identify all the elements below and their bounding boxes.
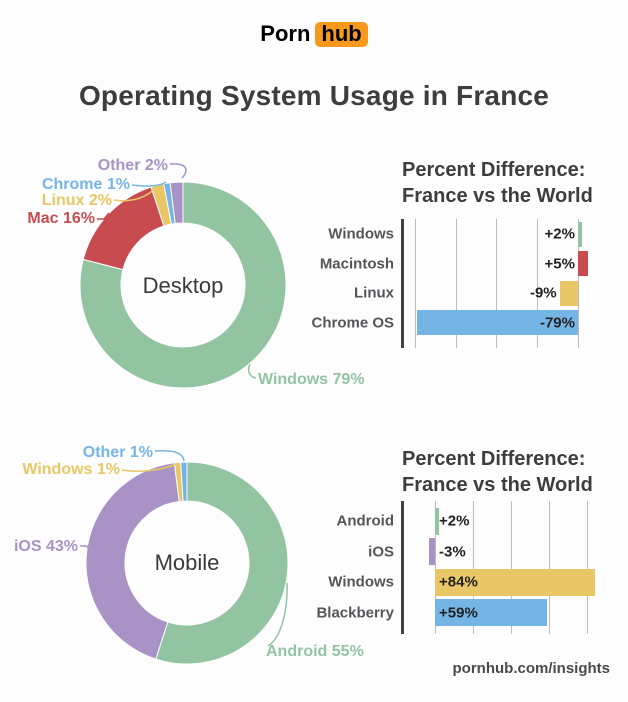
desktop-diff-category-linux: Linux xyxy=(354,284,394,302)
desktop-donut-slice-other xyxy=(169,181,184,225)
mobile-diff-category-blackberry: Blackberry xyxy=(316,604,394,621)
mobile-diff-title-line2: France vs the World xyxy=(402,474,593,496)
mobile-diff-gridline-40 xyxy=(511,501,512,634)
mobile-donut-slice-other xyxy=(180,461,188,502)
mobile-diff-value-windows: +84% xyxy=(439,573,478,591)
desktop-diff-category-chrome-os: Chrome OS xyxy=(311,314,394,331)
desktop-diff-gridline--60 xyxy=(455,219,457,348)
desktop-donut-leader-mac xyxy=(97,212,110,220)
pornhub-logo: Porn hub xyxy=(0,21,628,47)
desktop-diff-title-line2: France vs the World xyxy=(402,185,593,207)
desktop-donut-slice-linux xyxy=(150,183,172,227)
desktop-diff-bar-macintosh xyxy=(578,251,589,276)
desktop-diff-title-line1: Percent Difference: xyxy=(402,159,586,181)
mobile-diff-bar-ios xyxy=(429,538,435,565)
mobile-donut-leader-windows xyxy=(121,463,177,472)
desktop-donut-leader-windows xyxy=(247,363,257,379)
desktop-diff-value-chrome-os: -79% xyxy=(539,314,575,331)
desktop-diff-value-macintosh: +5% xyxy=(544,255,575,272)
mobile-diff-gridline-20 xyxy=(473,501,474,634)
mobile-diff-category-windows: Windows xyxy=(328,573,394,591)
desktop-diff-gridline-0 xyxy=(578,219,579,348)
mobile-diff-gridline-0 xyxy=(435,501,436,634)
desktop-diff-gridline--40 xyxy=(496,219,498,348)
mobile-diff-title: Percent Difference: France vs the World xyxy=(402,446,593,498)
desktop-donut-center-label: Desktop xyxy=(142,273,224,298)
mobile-diff-category-android: Android xyxy=(336,512,395,530)
desktop-diff-axis xyxy=(401,219,404,348)
mobile-diff-value-android: +2% xyxy=(439,512,470,530)
desktop-donut-slice-chrome xyxy=(163,182,176,225)
mobile-diff-bar-android xyxy=(435,507,439,535)
mobile-donut-label-other: Other 1% xyxy=(82,444,153,461)
desktop-diff-bar-chrome-os xyxy=(416,310,578,335)
mobile-donut-center-label: Mobile xyxy=(154,550,220,575)
mobile-diff-bar-windows xyxy=(435,568,595,596)
mobile-diff-value-ios: -3% xyxy=(439,543,466,560)
desktop-diff-bar-windows xyxy=(578,221,583,247)
desktop-donut-leader-other xyxy=(169,163,187,179)
mobile-donut-leader-other xyxy=(154,450,185,462)
desktop-diff-category-windows: Windows xyxy=(328,225,394,243)
desktop-donut-label-other: Other 2% xyxy=(97,157,168,174)
desktop-donut-label-windows: Windows 79% xyxy=(258,371,365,388)
desktop-diff-title: Percent Difference: France vs the World xyxy=(402,157,593,209)
desktop-donut-leader-chrome xyxy=(131,181,167,187)
desktop-donut-label-chrome: Chrome 1% xyxy=(41,176,130,193)
desktop-diff-category-macintosh: Macintosh xyxy=(319,255,394,272)
desktop-diff-value-linux: -9% xyxy=(529,284,557,302)
footer-url: pornhub.com/insights xyxy=(452,660,611,677)
mobile-donut-label-ios: iOS 43% xyxy=(13,538,78,555)
mobile-donut-slice-windows xyxy=(173,461,184,503)
mobile-donut-leader-ios xyxy=(80,545,91,553)
page-title: Operating System Usage in France xyxy=(78,80,550,111)
desktop-diff-bar-linux xyxy=(559,280,578,306)
desktop-donut-label-mac: Mac 16% xyxy=(27,210,95,227)
mobile-diff-bar-blackberry xyxy=(435,599,548,626)
mobile-donut-label-windows: Windows 1% xyxy=(22,461,120,478)
mobile-diff-value-blackberry: +59% xyxy=(439,604,478,621)
desktop-diff-gridline--20 xyxy=(537,219,539,348)
mobile-diff-category-ios: iOS xyxy=(368,543,394,560)
logo-text-porn: Porn xyxy=(260,21,311,46)
logo-text-hub: hub xyxy=(315,21,368,47)
mobile-donut-label-android: Android 55% xyxy=(266,643,364,660)
mobile-diff-gridline-60 xyxy=(549,501,550,634)
mobile-diff-title-line1: Percent Difference: xyxy=(402,448,586,470)
desktop-diff-value-windows: +2% xyxy=(544,225,575,243)
mobile-diff-gridline-80 xyxy=(587,501,588,634)
desktop-donut-label-linux: Linux 2% xyxy=(41,192,112,209)
mobile-donut-leader-android xyxy=(267,582,288,647)
desktop-diff-gridline--80 xyxy=(414,219,416,348)
mobile-diff-axis xyxy=(401,501,404,634)
